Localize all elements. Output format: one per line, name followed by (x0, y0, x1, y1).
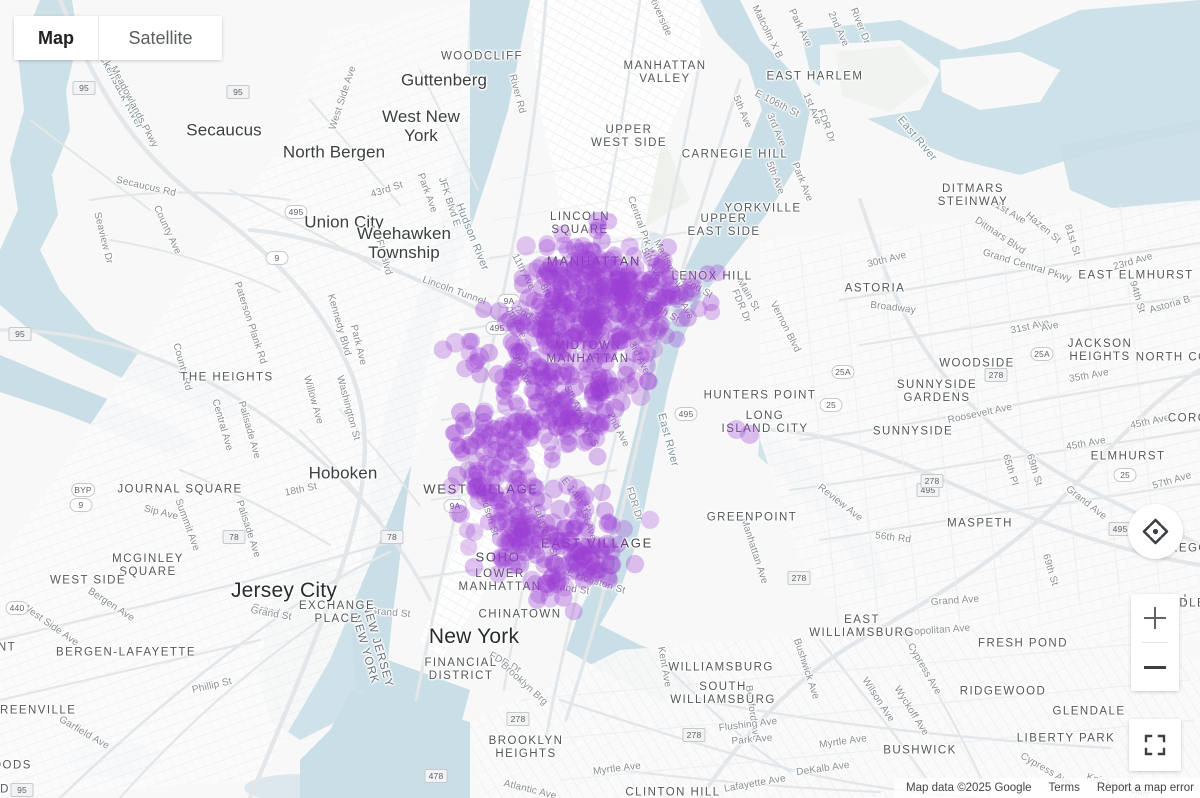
fullscreen-button[interactable] (1129, 719, 1181, 771)
map-overflow-dots-icon (1183, 594, 1186, 607)
minus-icon (1144, 656, 1166, 678)
plus-icon (1144, 607, 1166, 629)
zoom-divider (1142, 642, 1168, 643)
zoom-control[interactable] (1131, 594, 1179, 691)
fullscreen-icon (1144, 734, 1166, 756)
zoom-out-button[interactable] (1131, 643, 1179, 691)
map-data-credit: Map data ©2025 Google (906, 782, 1032, 794)
pan-arrows-icon (1142, 518, 1169, 545)
report-map-error-link[interactable]: Report a map error (1096, 782, 1194, 794)
terms-link[interactable]: Terms (1048, 782, 1080, 794)
pan-control[interactable] (1128, 504, 1183, 559)
map-type-satellite-button[interactable]: Satellite (98, 16, 222, 60)
map-type-map-button[interactable]: Map (14, 16, 98, 60)
zoom-in-button[interactable] (1131, 594, 1179, 642)
map-type-control[interactable]: Map Satellite (14, 16, 222, 60)
attribution-bar: Map data ©2025 Google Terms Report a map… (894, 778, 1200, 798)
